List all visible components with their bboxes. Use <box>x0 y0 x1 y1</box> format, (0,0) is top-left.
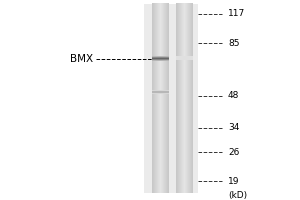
Text: (kD): (kD) <box>228 191 247 200</box>
Text: 48: 48 <box>228 91 239 100</box>
Bar <box>144 4 198 193</box>
Text: 85: 85 <box>228 39 239 48</box>
Text: 117: 117 <box>228 9 245 18</box>
Text: 34: 34 <box>228 123 239 132</box>
Text: 26: 26 <box>228 148 239 157</box>
Text: BMX: BMX <box>70 54 93 64</box>
Text: 19: 19 <box>228 177 239 186</box>
